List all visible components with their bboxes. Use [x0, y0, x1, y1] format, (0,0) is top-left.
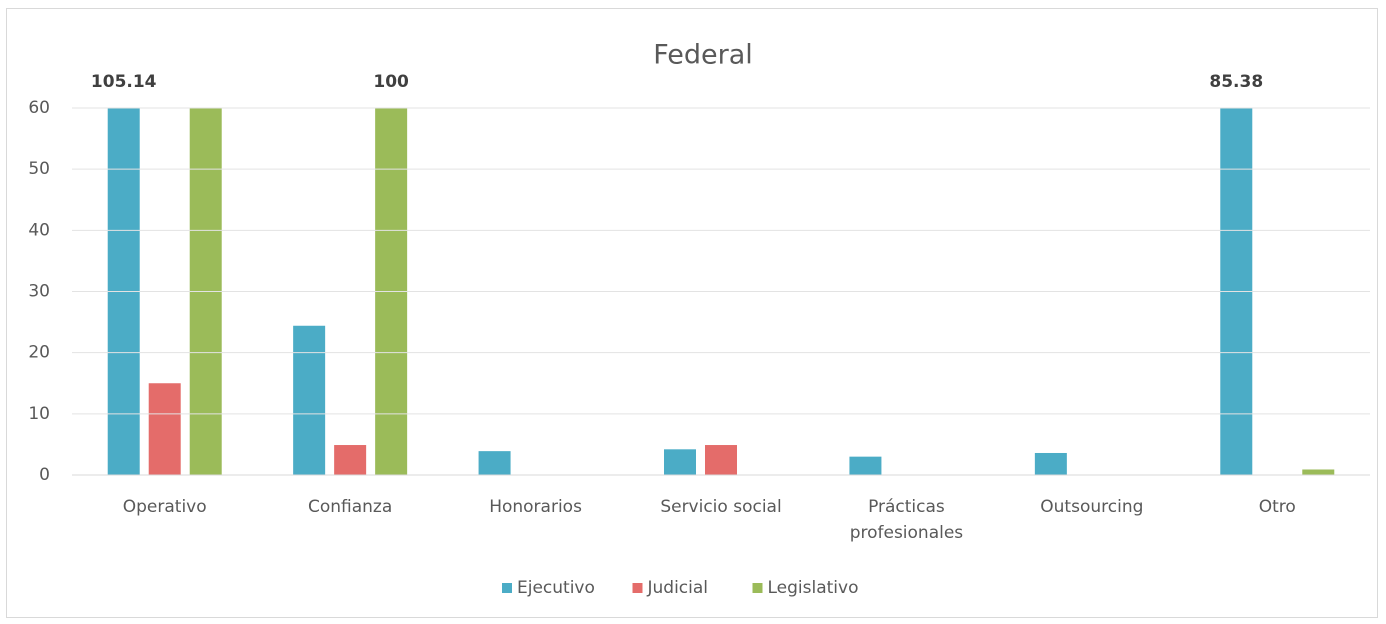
- bar: [705, 445, 737, 475]
- x-tick-label: Outsourcing: [1040, 497, 1144, 517]
- data-label: 85.38: [1209, 72, 1263, 92]
- y-tick-label: 50: [28, 159, 50, 179]
- x-tick-label: Prácticas profesionales: [849, 497, 964, 543]
- y-tick-label: 40: [28, 220, 50, 240]
- x-tick-label: Servicio social: [660, 497, 782, 517]
- bar: [478, 451, 511, 475]
- data-label: 100: [373, 72, 409, 92]
- bar: [849, 456, 882, 475]
- bar: [148, 383, 181, 475]
- legend-swatch: [752, 583, 763, 593]
- x-tick-label: Otro: [1258, 497, 1296, 517]
- x-tick-label: Operativo: [122, 497, 207, 517]
- legend-swatch: [632, 583, 643, 593]
- legend-swatch: [502, 583, 512, 593]
- bar: [664, 449, 696, 475]
- bar: [1034, 452, 1067, 475]
- y-tick-label: 20: [28, 343, 50, 363]
- x-tick-label: Honorarios: [489, 497, 582, 517]
- y-tick-label: 10: [28, 404, 50, 424]
- y-tick-label: 60: [28, 98, 50, 118]
- chart-title: Federal: [653, 40, 753, 71]
- x-tick-label: Confianza: [307, 497, 393, 517]
- y-tick-label: 30: [28, 282, 50, 302]
- legend-label: Ejecutivo: [517, 578, 595, 598]
- plot-area: [107, 108, 1335, 475]
- y-tick-label: 0: [39, 465, 50, 485]
- legend-label: Legislativo: [768, 578, 859, 598]
- legend-label: Judicial: [647, 578, 709, 598]
- chart-frame: [6, 8, 1378, 618]
- bar: [334, 445, 367, 475]
- bar: [1302, 469, 1335, 475]
- bar: [293, 325, 326, 475]
- data-label: 105.14: [91, 72, 157, 92]
